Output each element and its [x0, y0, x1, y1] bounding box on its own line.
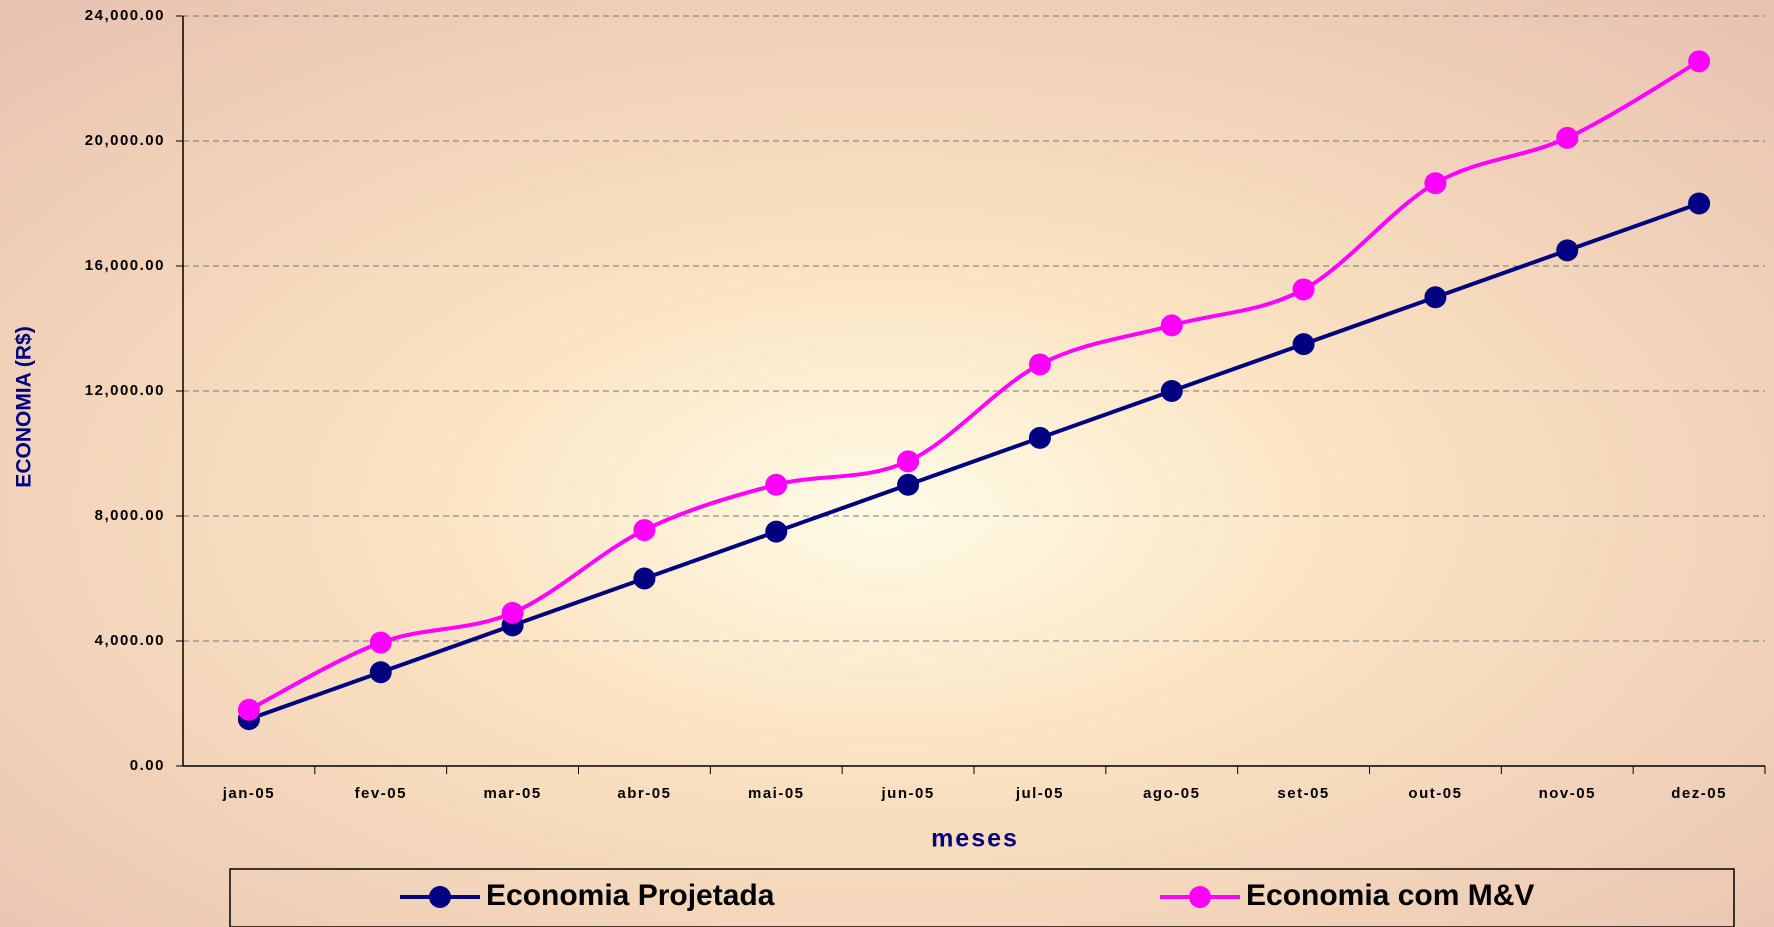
y-tick-label: 24,000.00: [85, 7, 165, 24]
data-point: [897, 450, 920, 473]
data-point: [369, 661, 392, 684]
x-tick-label: set-05: [1277, 785, 1329, 802]
data-point: [1688, 50, 1711, 73]
legend-label: Economia com M&V: [1246, 879, 1534, 912]
data-point: [765, 520, 788, 543]
data-point: [633, 567, 656, 590]
y-tick-label: 12,000.00: [85, 382, 165, 399]
data-point: [1028, 353, 1051, 376]
x-tick-label: ago-05: [1143, 785, 1200, 802]
x-tick-label: fev-05: [355, 785, 407, 802]
legend-label: Economia Projetada: [486, 879, 775, 912]
data-point: [1160, 314, 1183, 337]
data-point: [897, 473, 920, 496]
data-point: [369, 631, 392, 654]
series-line: [248, 59, 1701, 712]
data-point: [1424, 172, 1447, 195]
x-tick-label: dez-05: [1671, 785, 1727, 802]
x-tick-label: out-05: [1408, 785, 1462, 802]
data-point: [1556, 239, 1579, 262]
legend-box: [229, 868, 1735, 927]
data-point: [1028, 426, 1051, 449]
data-point: [1160, 380, 1183, 402]
y-tick-label: 4,000.00: [95, 632, 165, 649]
data-point: [765, 473, 788, 496]
data-point: [501, 601, 524, 624]
y-tick-label: 0.00: [130, 757, 165, 774]
series-line: [248, 201, 1700, 722]
y-tick-label: 16,000.00: [85, 257, 165, 274]
x-tick-label: jan-05: [222, 785, 275, 802]
x-tick-label: jul-05: [1015, 785, 1064, 802]
x-tick-label: mar-05: [483, 785, 541, 802]
data-point: [1424, 286, 1447, 309]
x-tick-label: nov-05: [1539, 785, 1596, 802]
y-tick-label: 8,000.00: [95, 507, 165, 524]
x-tick-label: abr-05: [617, 785, 671, 802]
data-point: [633, 519, 656, 542]
data-point: [1688, 192, 1711, 215]
x-tick-label: jun-05: [880, 785, 934, 802]
data-point: [237, 698, 260, 721]
y-tick-label: 20,000.00: [85, 132, 165, 149]
legend-marker: [429, 886, 451, 908]
y-axis-title: ECONOMIA (R$): [13, 326, 36, 487]
data-point: [1556, 126, 1579, 149]
x-axis-title: meses: [931, 825, 1019, 853]
data-point: [1292, 333, 1315, 356]
data-point: [1292, 278, 1315, 301]
x-tick-label: mai-05: [748, 785, 805, 802]
legend-marker: [1189, 886, 1211, 908]
